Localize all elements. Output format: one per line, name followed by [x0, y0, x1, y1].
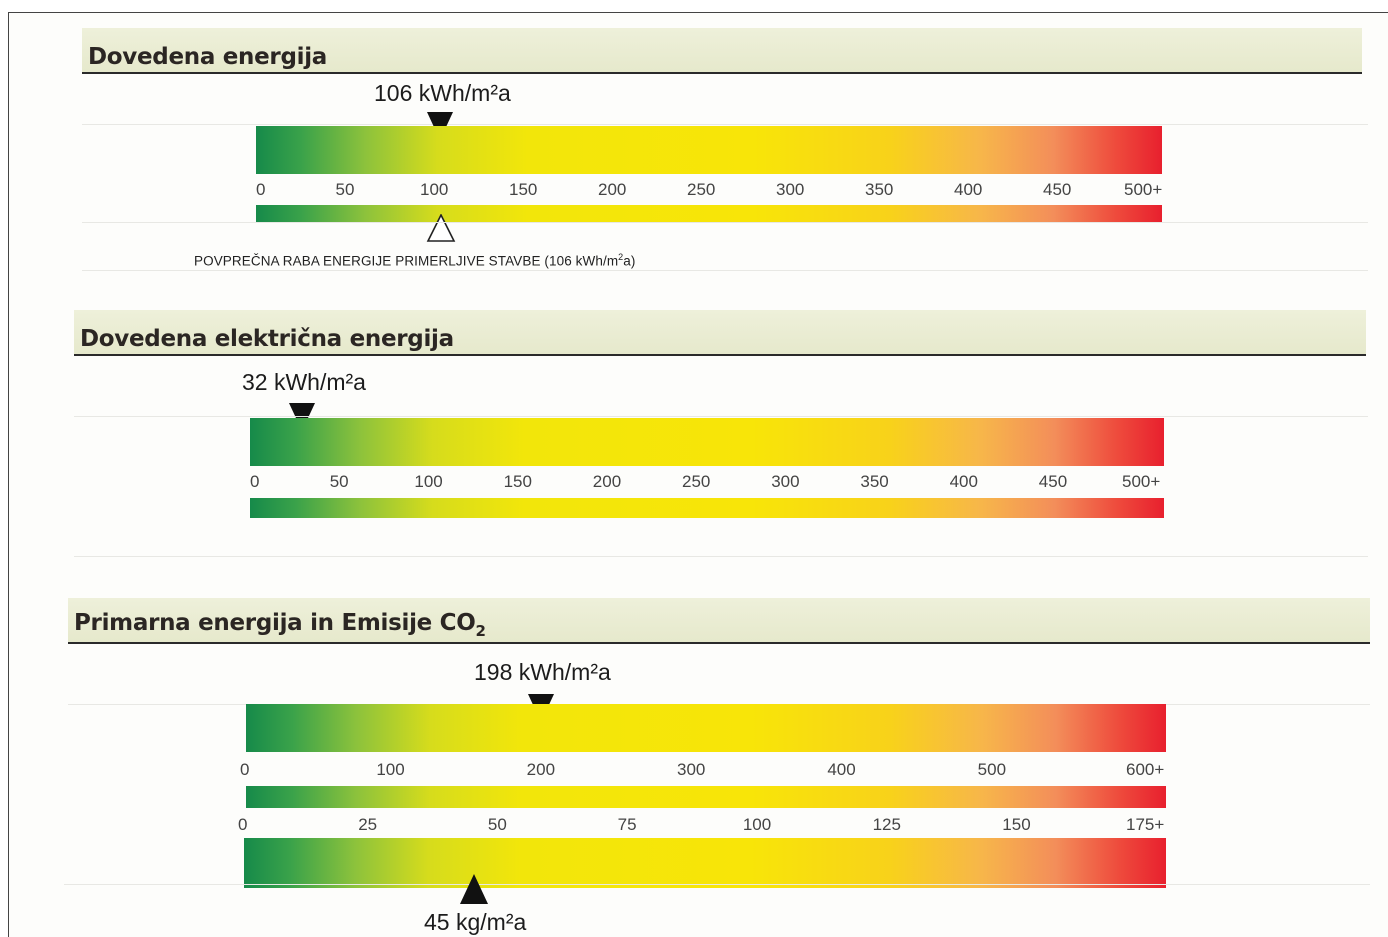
tick-label: 350 [860, 472, 889, 491]
scale-bar-main [250, 418, 1164, 466]
tick-label: 0 [240, 760, 250, 779]
tick-label: 250 [687, 180, 716, 199]
value-readout: 32 kWh/m²a [242, 369, 366, 395]
tick-label: 175+ [1126, 815, 1165, 834]
section-title: Dovedena električna energija [80, 326, 454, 352]
scale-bar-secondary [256, 205, 1162, 223]
tick-label: 0 [256, 180, 266, 199]
divider [82, 222, 1368, 223]
tick-label: 100 [376, 760, 405, 779]
tick-label: 500+ [1122, 472, 1161, 491]
tick-label: 200 [592, 472, 622, 491]
section-header-delivered-energy: Dovedena energija [82, 28, 1362, 74]
tick-label: 450 [1038, 472, 1068, 491]
tick-label: 600+ [1126, 760, 1165, 779]
value-readout: 106 kWh/m²a [374, 80, 511, 106]
divider [74, 556, 1368, 557]
tick-label: 150 [509, 180, 538, 199]
tick-label: 400 [949, 472, 978, 491]
scale-bar-co2 [244, 838, 1166, 888]
divider [82, 270, 1368, 271]
value-readout: 198 kWh/m²a [474, 659, 611, 685]
tick-label: 300 [771, 472, 800, 491]
tick-label: 300 [677, 760, 706, 779]
section-header-primary-energy-co2: Primarna energija in Emisije CO2 [68, 598, 1370, 644]
divider [82, 124, 1368, 125]
tick-label: 500 [977, 760, 1007, 779]
tick-label: 50 [335, 180, 355, 199]
tick-label: 0 [238, 815, 248, 834]
tick-label: 200 [598, 180, 627, 199]
tick-label: 150 [503, 472, 532, 491]
tick-label: 150 [1002, 815, 1031, 834]
divider [74, 416, 1368, 417]
average-caption: POVPREČNA RABA ENERGIJE PRIMERLJIVE STAV… [194, 252, 636, 269]
tick-label: 75 [617, 815, 637, 834]
section-header-delivered-electric-energy: Dovedena električna energija [74, 310, 1366, 356]
average-marker-triangle-outline-icon [426, 214, 456, 242]
tick-label: 100 [420, 180, 449, 199]
scale-bar-secondary [250, 498, 1164, 518]
scale-bar-divider [246, 786, 1166, 808]
scale-bar-primary-energy [246, 704, 1166, 752]
tick-label: 50 [329, 472, 349, 491]
co2-marker-up-icon [460, 874, 488, 904]
tick-label: 25 [358, 815, 378, 834]
tick-label: 300 [776, 180, 805, 199]
tick-label: 350 [865, 180, 894, 199]
scale-bar-main [256, 126, 1162, 174]
co2-readout: 45 kg/m²a [424, 909, 527, 935]
section-title: Primarna energija in Emisije CO2 [74, 610, 486, 640]
tick-label: 50 [487, 815, 507, 834]
tick-label: 400 [827, 760, 856, 779]
tick-label: 400 [954, 180, 983, 199]
tick-label: 125 [872, 815, 901, 834]
divider [64, 884, 1370, 885]
tick-label: 0 [250, 472, 260, 491]
section-title: Dovedena energija [88, 44, 328, 70]
tick-label: 500+ [1124, 180, 1163, 199]
tick-label: 100 [742, 815, 772, 834]
tick-label: 250 [682, 472, 711, 491]
tick-label: 100 [414, 472, 443, 491]
tick-label: 200 [526, 760, 556, 779]
tick-label: 450 [1043, 180, 1072, 199]
